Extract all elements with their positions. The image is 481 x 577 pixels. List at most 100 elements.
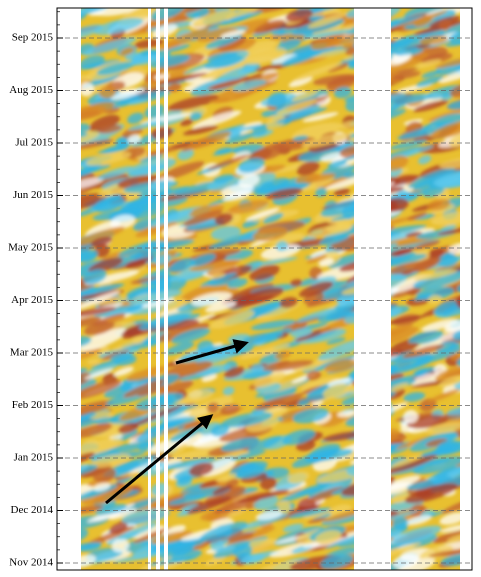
texture-blob: [395, 46, 419, 56]
texture-blob: [384, 93, 432, 106]
texture-blob: [292, 407, 329, 424]
texture-blob: [81, 464, 98, 478]
texture-blob: [195, 348, 235, 363]
texture-blob: [310, 49, 347, 59]
texture-blob: [439, 156, 460, 169]
texture-blob: [427, 248, 445, 259]
texture-blob: [348, 364, 397, 380]
texture-blob: [404, 483, 458, 504]
texture-blob: [290, 328, 313, 338]
texture-blob: [446, 404, 460, 416]
texture-blob: [147, 319, 200, 332]
texture-blob: [162, 360, 213, 379]
arrow: [105, 414, 214, 505]
texture-blob: [368, 538, 390, 548]
texture-blob: [81, 59, 121, 70]
texture-blob: [81, 8, 109, 15]
texture-blob: [390, 455, 423, 468]
texture-blob: [81, 413, 92, 426]
texture-blob: [220, 411, 273, 428]
texture-blob: [446, 19, 460, 33]
texture-blob: [387, 354, 435, 371]
plot-frame: [56, 7, 473, 571]
texture-blob: [157, 72, 208, 85]
texture-blob: [199, 521, 248, 542]
texture-blob: [366, 454, 387, 470]
texture-blob: [200, 272, 238, 287]
texture-blob: [368, 102, 385, 111]
texture-blob: [213, 540, 251, 559]
texture-blob: [339, 120, 358, 129]
texture-blob: [214, 213, 233, 225]
texture-blob: [209, 310, 255, 329]
texture-blob: [368, 203, 383, 216]
y-tick-label: Nov 2014: [9, 557, 53, 569]
texture-blob: [436, 224, 460, 236]
texture-blob: [307, 12, 347, 29]
texture-blob: [236, 40, 278, 55]
texture-blob: [180, 119, 193, 127]
texture-blob: [357, 260, 393, 276]
texture-blob: [220, 29, 246, 39]
texture-blob: [392, 71, 421, 80]
texture-blob: [228, 199, 269, 214]
texture-blob: [406, 479, 445, 490]
texture-blob: [415, 59, 442, 69]
texture-blob: [85, 151, 132, 166]
texture-blob: [106, 315, 126, 323]
texture-blob: [96, 61, 135, 75]
texture-blob: [81, 336, 92, 348]
texture-blob: [262, 213, 284, 224]
texture-blob: [170, 447, 222, 460]
texture-blob: [128, 458, 159, 473]
texture-blob: [167, 82, 182, 93]
texture-blob: [183, 210, 223, 226]
texture-blob: [81, 348, 102, 360]
texture-blob: [347, 50, 398, 64]
texture-blob: [189, 259, 241, 272]
texture-blob: [188, 462, 214, 477]
texture-blob: [177, 474, 193, 485]
texture-blob: [357, 537, 395, 547]
texture-blob: [315, 187, 328, 198]
texture-blob: [92, 467, 117, 483]
texture-blob: [302, 112, 339, 123]
texture-blob: [81, 528, 89, 542]
texture-blob: [448, 133, 460, 148]
texture-blob: [389, 139, 428, 150]
texture-blob: [427, 198, 451, 211]
y-tick-label: Apr 2015: [11, 294, 53, 306]
texture-blob: [205, 301, 237, 313]
texture-blob: [353, 38, 370, 50]
texture-blob: [207, 79, 245, 90]
texture-blob: [298, 281, 334, 298]
texture-blob: [359, 38, 383, 50]
texture-blob: [427, 295, 442, 305]
texture-blob: [292, 135, 309, 141]
arrow: [175, 339, 249, 365]
texture-blob: [271, 53, 298, 64]
texture-blob: [157, 161, 205, 181]
texture-blob: [435, 340, 457, 354]
texture-blob: [254, 19, 285, 34]
texture-blob: [212, 146, 247, 156]
texture-blob: [389, 360, 431, 375]
texture-blob: [81, 290, 121, 311]
texture-blob: [206, 51, 238, 62]
texture-blob: [371, 400, 393, 414]
texture-blob: [129, 245, 175, 259]
texture-blob: [199, 480, 220, 488]
texture-blob: [149, 209, 193, 228]
texture-blob: [319, 234, 350, 246]
texture-blob: [189, 253, 216, 267]
texture-blob: [208, 231, 261, 250]
texture-blob: [241, 553, 265, 565]
texture-blob: [81, 307, 117, 318]
texture-blob: [189, 112, 202, 121]
texture-blob: [285, 8, 313, 22]
texture-blob: [191, 291, 233, 307]
texture-blob: [275, 350, 291, 360]
texture-blob: [233, 81, 278, 98]
texture-blob: [433, 529, 460, 543]
texture-blob: [408, 167, 456, 189]
